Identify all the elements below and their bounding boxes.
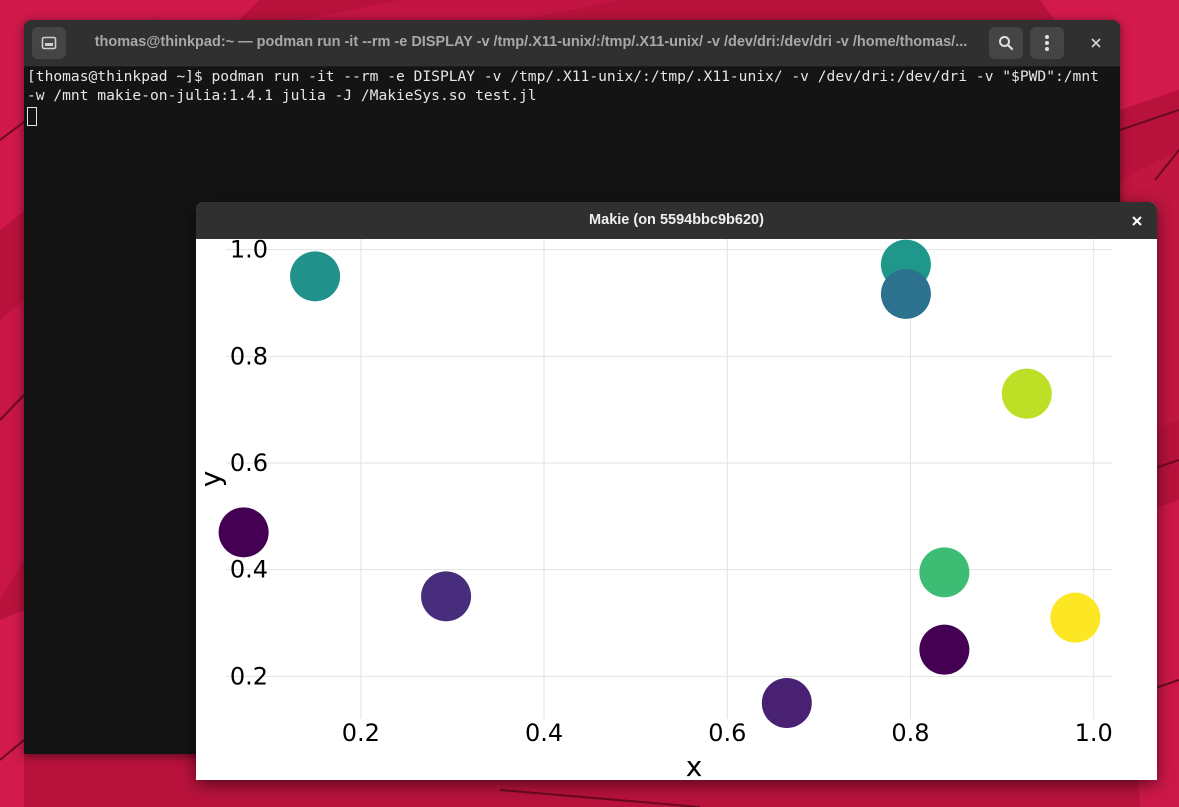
y-tick-label: 0.8 [230, 342, 268, 370]
kebab-menu-icon [1045, 35, 1049, 51]
new-tab-icon [41, 36, 57, 50]
scatter-point [919, 547, 970, 598]
search-button[interactable] [989, 27, 1023, 59]
scatter-plot[interactable]: 0.2 0.4 0.6 0.8 1.0 0.2 0.4 0.6 0.8 1.0 x y [196, 239, 1157, 780]
terminal-title: thomas@thinkpad:~ — podman run -it --rm … [94, 34, 968, 50]
scatter-point [761, 678, 812, 728]
new-tab-button[interactable] [32, 27, 66, 59]
scatter-point [919, 624, 970, 675]
close-icon [1132, 216, 1142, 226]
scatter-point [421, 571, 472, 622]
x-tick-label: 0.4 [525, 719, 563, 747]
y-tick-label: 0.6 [230, 449, 268, 477]
y-axis-label: y [196, 471, 227, 488]
makie-window[interactable]: Makie (on 5594bbc9b620) 0.2 0.4 0.6 0.8 1.0 0… [196, 202, 1157, 780]
scatter-point [1050, 592, 1101, 643]
x-tick-label: 1.0 [1075, 719, 1113, 747]
makie-close-button[interactable] [1126, 210, 1148, 232]
scatter-point [1001, 368, 1052, 419]
terminal-output[interactable]: [thomas@thinkpad ~]$ podman run -it --rm… [27, 67, 1109, 747]
command-line: [thomas@thinkpad ~]$ podman run -it --rm… [27, 68, 1108, 104]
scatter-point [290, 251, 341, 302]
search-icon [999, 36, 1014, 51]
close-icon [1091, 38, 1101, 48]
x-tick-label: 0.2 [342, 719, 380, 747]
x-axis-label: x [686, 750, 703, 780]
y-tick-label: 0.4 [230, 556, 268, 584]
makie-title: Makie (on 5594bbc9b620) [589, 212, 764, 228]
menu-button[interactable] [1030, 27, 1064, 59]
scatter-point [218, 507, 269, 558]
x-tick-label: 0.6 [708, 719, 746, 747]
scatter-point [880, 268, 931, 319]
y-tick-label: 1.0 [230, 239, 268, 264]
text-cursor [27, 107, 37, 126]
terminal-close-button[interactable] [1079, 27, 1113, 59]
terminal-titlebar[interactable]: thomas@thinkpad:~ — podman run -it --rm … [24, 20, 1120, 67]
makie-titlebar[interactable]: Makie (on 5594bbc9b620) [196, 202, 1157, 239]
x-tick-label: 0.8 [891, 719, 929, 747]
y-tick-label: 0.2 [230, 662, 268, 690]
